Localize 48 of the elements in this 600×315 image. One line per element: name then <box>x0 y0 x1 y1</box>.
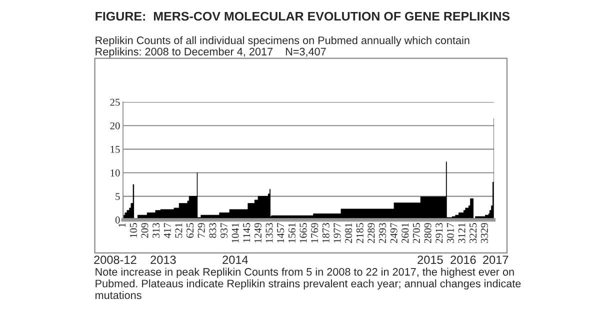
y-tick-label: 5 <box>116 193 120 200</box>
x-tick-label: 521 <box>175 223 182 238</box>
x-tick-label: 2601 <box>402 223 409 244</box>
text: 2015 <box>418 256 443 264</box>
x-tick-label: 105 <box>130 223 137 238</box>
x-tick-label: 625 <box>186 223 194 238</box>
x-tick-label: 1 <box>118 223 126 227</box>
x-tick-label: 1145 <box>243 223 250 242</box>
x-tick-label: 2289 <box>368 223 375 244</box>
x-tick-label: 3225 <box>470 223 477 243</box>
x-tick-label: 1353 <box>266 223 273 243</box>
x-tick-label: 1041 <box>232 223 239 243</box>
y-tick-label: 25 <box>110 98 120 106</box>
x-tick-label: 1457 <box>277 222 284 243</box>
y-tick-label: 0 <box>115 216 120 224</box>
x-tick-label: 2081 <box>345 223 352 244</box>
x-tick-label: 3017 <box>446 222 454 243</box>
x-tick-label: 1665 <box>300 223 307 243</box>
x-tick-label: 2185 <box>356 223 364 244</box>
x-tick-label: 1977 <box>334 222 341 243</box>
x-tick-label: 3329 <box>480 223 488 243</box>
x-tick-label: 1873 <box>322 223 330 243</box>
text: Note increase in peak Replikin Counts from 5 in 2008 to 22 in 2017, the highest ever on Pubmed. Plateaus indicate Replikin strains prevalent each year; annual changes indicate mutations <box>96 268 521 300</box>
y-tick-label: 15 <box>110 146 120 153</box>
x-tick-label: 1561 <box>288 223 296 243</box>
x-tick-label: 1769 <box>311 223 318 243</box>
x-tick-label: 313 <box>152 223 160 238</box>
y-tick-label: 10 <box>110 169 120 176</box>
chart-subtitle: Replikin Counts of all individual specimens on Pubmed annually which contain Replikins: 2008 to December 4, 2017 N=3,407 <box>96 36 470 58</box>
x-tick-label: 2497 <box>390 222 398 244</box>
text: 2016 <box>450 256 476 264</box>
text: 2008-12 <box>94 256 136 264</box>
x-tick-label: 2393 <box>379 223 386 244</box>
x-tick-label: 833 <box>209 223 216 238</box>
x-tick-label: 209 <box>141 223 148 238</box>
text: 2014 <box>222 256 248 264</box>
x-tick-label: 1249 <box>254 223 262 243</box>
text: 2013 <box>150 256 176 264</box>
x-tick-label: 417 <box>164 222 171 238</box>
y-tick-label: 20 <box>110 122 120 130</box>
x-tick-label: 729 <box>198 223 205 238</box>
x-tick-label: 2809 <box>424 223 432 244</box>
text: 2017 <box>483 256 508 264</box>
x-tick-label: 2705 <box>412 223 420 244</box>
x-tick-label: 3121 <box>458 223 466 243</box>
x-tick-label: 2913 <box>436 223 443 244</box>
x-tick-label: 937 <box>220 222 228 238</box>
chart-title: FIGURE: MERS-COV MOLECULAR EVOLUTION OF GENE REPLIKINS <box>96 12 510 21</box>
